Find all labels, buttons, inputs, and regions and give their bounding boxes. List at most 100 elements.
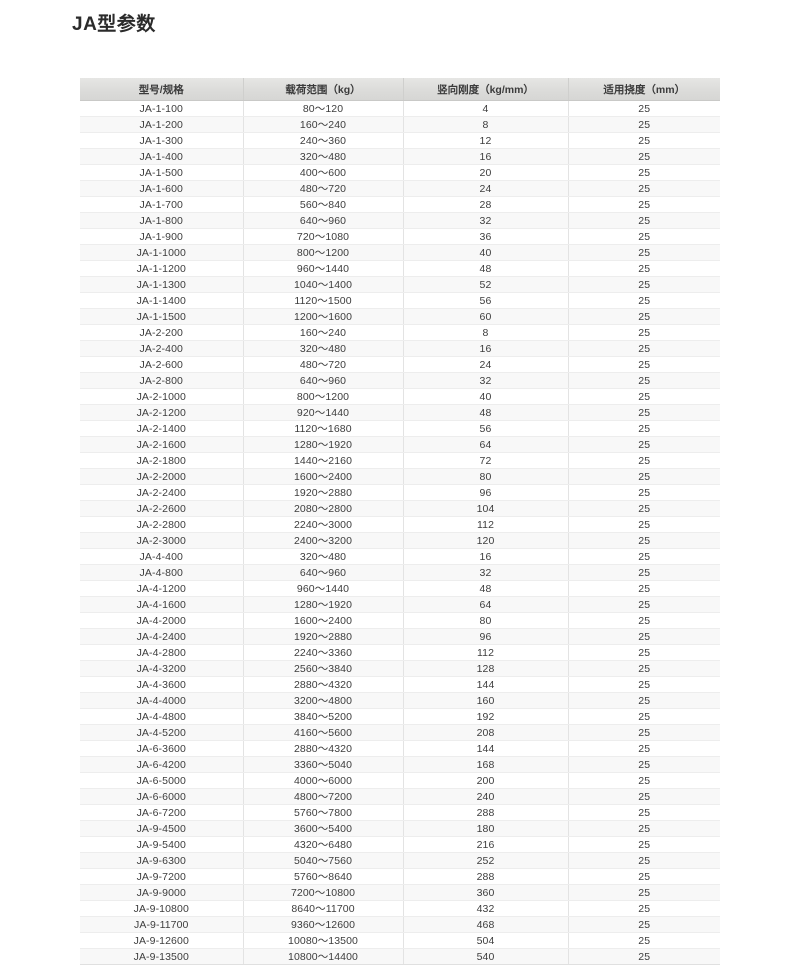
cell-vertical-stiffness: 80 [403, 612, 569, 629]
cell-load-range: 2240～3360 [243, 644, 404, 661]
document-page: JA型参数 型号/规格 载荷范围（kg） 竖向刚度（kg/mm） 适用挠度（mm… [72, 14, 720, 965]
cell-load-range: 4800～7200 [243, 788, 404, 805]
cell-deflection: 25 [568, 692, 720, 709]
cell-deflection: 25 [568, 580, 720, 597]
cell-model: JA-2-2800 [80, 516, 244, 533]
table-row: JA-1-100 80～120 4 25 [80, 100, 720, 117]
cell-load-range: 4320～6480 [243, 836, 404, 853]
cell-model: JA-2-1800 [80, 452, 244, 469]
cell-vertical-stiffness: 36 [403, 228, 569, 245]
table-row: JA-1-1500 1200～1600 60 25 [80, 308, 720, 325]
cell-model: JA-2-400 [80, 340, 244, 357]
cell-load-range: 480～720 [243, 180, 404, 197]
parameter-table-container: 型号/规格 载荷范围（kg） 竖向刚度（kg/mm） 适用挠度（mm） JA-1… [80, 78, 720, 965]
cell-model: JA-9-9000 [80, 884, 244, 901]
cell-model: JA-1-700 [80, 196, 244, 213]
cell-model: JA-9-7200 [80, 868, 244, 885]
cell-model: JA-2-200 [80, 324, 244, 341]
cell-deflection: 25 [568, 660, 720, 677]
cell-model: JA-4-400 [80, 548, 244, 565]
column-header-model: 型号/规格 [80, 78, 244, 101]
cell-deflection: 25 [568, 276, 720, 293]
cell-load-range: 800～1200 [243, 388, 404, 405]
cell-load-range: 320～480 [243, 340, 404, 357]
table-header-row: 型号/规格 载荷范围（kg） 竖向刚度（kg/mm） 适用挠度（mm） [80, 78, 720, 101]
table-row: JA-9-12600 10080～13500 504 25 [80, 932, 720, 949]
table-row: JA-1-600 480～720 24 25 [80, 180, 720, 197]
cell-deflection: 25 [568, 596, 720, 613]
cell-load-range: 1920～2880 [243, 484, 404, 501]
cell-vertical-stiffness: 192 [403, 708, 569, 725]
cell-model: JA-1-400 [80, 148, 244, 165]
cell-deflection: 25 [568, 100, 720, 117]
cell-deflection: 25 [568, 500, 720, 517]
table-row: JA-1-300 240～360 12 25 [80, 132, 720, 149]
cell-deflection: 25 [568, 244, 720, 261]
cell-model: JA-1-200 [80, 116, 244, 133]
table-row: JA-4-1600 1280～1920 64 25 [80, 596, 720, 613]
cell-load-range: 3360～5040 [243, 756, 404, 773]
cell-load-range: 320～480 [243, 548, 404, 565]
cell-vertical-stiffness: 288 [403, 868, 569, 885]
cell-deflection: 25 [568, 308, 720, 325]
cell-load-range: 2880～4320 [243, 740, 404, 757]
table-row: JA-9-7200 5760～8640 288 25 [80, 868, 720, 885]
cell-model: JA-4-3600 [80, 676, 244, 693]
column-header-vertical-stiffness: 竖向刚度（kg/mm） [403, 78, 569, 101]
cell-load-range: 9360～12600 [243, 916, 404, 933]
cell-vertical-stiffness: 12 [403, 132, 569, 149]
cell-deflection: 25 [568, 740, 720, 757]
table-row: JA-6-7200 5760～7800 288 25 [80, 804, 720, 821]
cell-vertical-stiffness: 168 [403, 756, 569, 773]
cell-vertical-stiffness: 48 [403, 404, 569, 421]
cell-vertical-stiffness: 16 [403, 148, 569, 165]
cell-deflection: 25 [568, 644, 720, 661]
table-row: JA-9-5400 4320～6480 216 25 [80, 836, 720, 853]
cell-vertical-stiffness: 252 [403, 852, 569, 869]
cell-deflection: 25 [568, 148, 720, 165]
table-body: JA-1-100 80～120 4 25 JA-1-200 160～240 8 25 JA-1-… [80, 100, 720, 965]
table-row: JA-1-200 160～240 8 25 [80, 116, 720, 133]
table-row: JA-2-1800 1440～2160 72 25 [80, 452, 720, 469]
cell-load-range: 720～1080 [243, 228, 404, 245]
table-header: 型号/规格 载荷范围（kg） 竖向刚度（kg/mm） 适用挠度（mm） [80, 78, 720, 101]
table-row: JA-2-200 160～240 8 25 [80, 324, 720, 341]
cell-deflection: 25 [568, 804, 720, 821]
table-row: JA-1-1200 960～1440 48 25 [80, 260, 720, 277]
cell-model: JA-6-3600 [80, 740, 244, 757]
cell-vertical-stiffness: 240 [403, 788, 569, 805]
cell-vertical-stiffness: 40 [403, 244, 569, 261]
cell-deflection: 25 [568, 564, 720, 581]
cell-vertical-stiffness: 60 [403, 308, 569, 325]
cell-model: JA-4-5200 [80, 724, 244, 741]
cell-model: JA-4-1600 [80, 596, 244, 613]
cell-vertical-stiffness: 52 [403, 276, 569, 293]
cell-vertical-stiffness: 96 [403, 484, 569, 501]
column-header-deflection: 适用挠度（mm） [568, 78, 720, 101]
cell-deflection: 25 [568, 196, 720, 213]
cell-load-range: 960～1440 [243, 260, 404, 277]
cell-vertical-stiffness: 128 [403, 660, 569, 677]
cell-vertical-stiffness: 16 [403, 548, 569, 565]
cell-deflection: 25 [568, 724, 720, 741]
cell-deflection: 25 [568, 868, 720, 885]
cell-model: JA-1-100 [80, 100, 244, 117]
table-row: JA-4-3200 2560～3840 128 25 [80, 660, 720, 677]
cell-deflection: 25 [568, 612, 720, 629]
cell-deflection: 25 [568, 404, 720, 421]
cell-deflection: 25 [568, 132, 720, 149]
table-row: JA-9-6300 5040～7560 252 25 [80, 852, 720, 869]
cell-model: JA-2-1000 [80, 388, 244, 405]
cell-deflection: 25 [568, 356, 720, 373]
cell-load-range: 1600～2400 [243, 612, 404, 629]
parameter-table: 型号/规格 载荷范围（kg） 竖向刚度（kg/mm） 适用挠度（mm） JA-1… [80, 78, 720, 965]
cell-model: JA-1-1200 [80, 260, 244, 277]
cell-deflection: 25 [568, 468, 720, 485]
cell-model: JA-2-600 [80, 356, 244, 373]
table-row: JA-4-5200 4160～5600 208 25 [80, 724, 720, 741]
cell-load-range: 4000～6000 [243, 772, 404, 789]
cell-load-range: 1600～2400 [243, 468, 404, 485]
table-row: JA-4-4000 3200～4800 160 25 [80, 692, 720, 709]
cell-model: JA-2-800 [80, 372, 244, 389]
cell-model: JA-4-4000 [80, 692, 244, 709]
